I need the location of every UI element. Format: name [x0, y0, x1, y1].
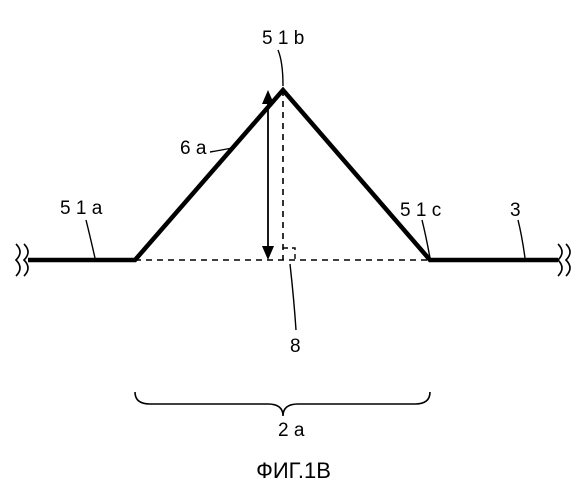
label-6a: 6 a [180, 138, 206, 160]
figure-1b-diagram: 5 1 b 6 a 5 1 a 5 1 c 3 8 2 a ФИГ.1В [0, 0, 587, 500]
label-3: 3 [510, 200, 521, 222]
label-8: 8 [290, 336, 301, 358]
leader-3 [518, 220, 525, 258]
leader-8 [290, 264, 296, 330]
label-2a: 2 a [278, 420, 304, 442]
label-51c: 5 1 c [400, 200, 441, 222]
figure-caption: ФИГ.1В [0, 458, 587, 484]
break-left-2 [24, 244, 28, 276]
right-angle-marker [283, 248, 295, 260]
leader-51b [278, 50, 283, 86]
brace-2a [135, 392, 430, 416]
break-right [558, 244, 562, 276]
break-left [16, 244, 20, 276]
leader-51a [86, 220, 95, 258]
label-51a: 5 1 a [60, 198, 102, 220]
profile-line [28, 90, 558, 260]
break-right-2 [566, 244, 570, 276]
height-arrow-head-top [262, 90, 274, 104]
label-51b: 5 1 b [262, 28, 304, 50]
height-arrow-head-bottom [262, 246, 274, 260]
